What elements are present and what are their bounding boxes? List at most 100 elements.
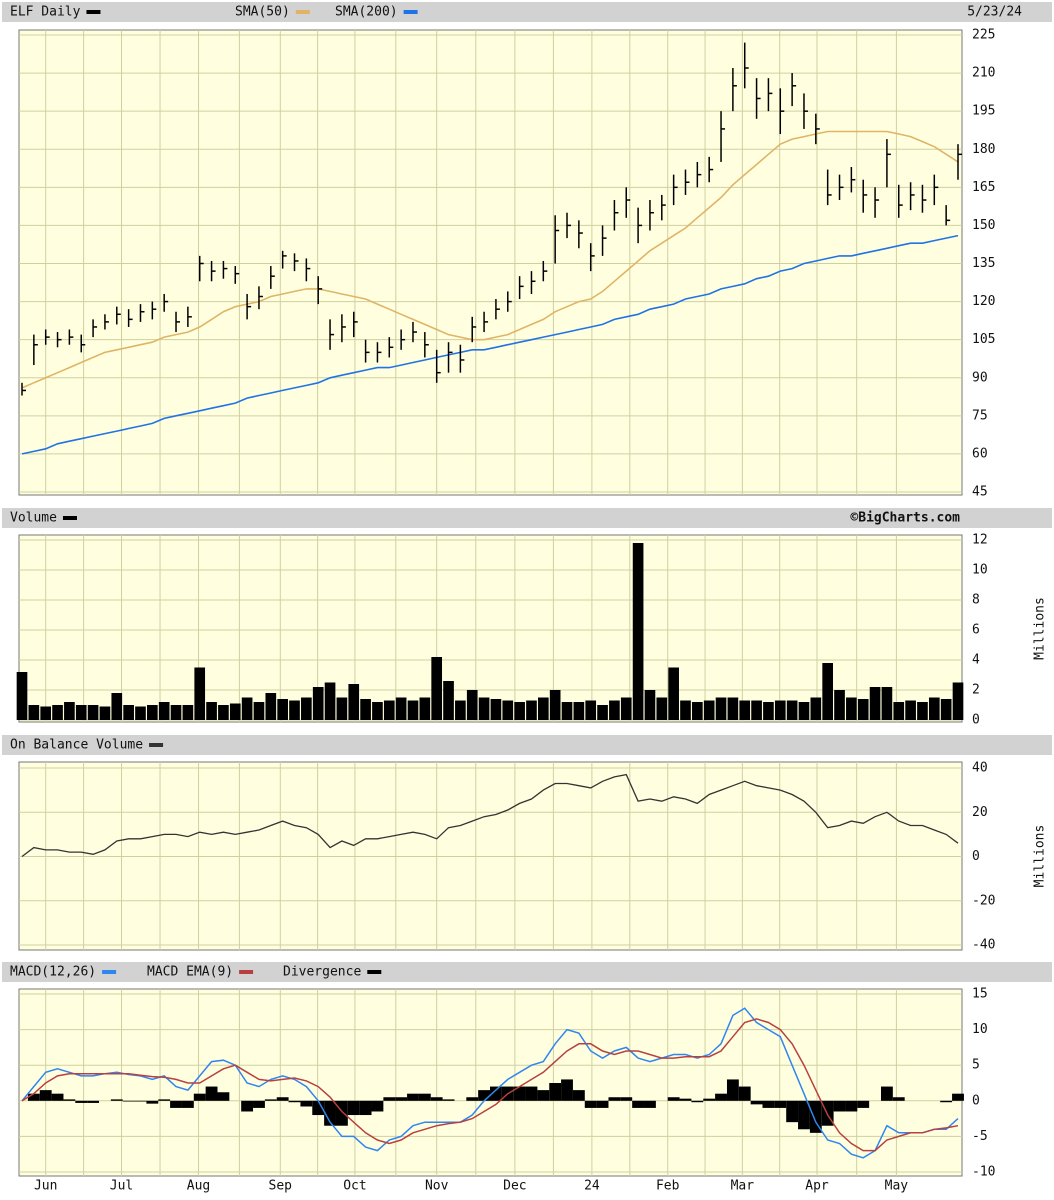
volume-bar — [928, 697, 940, 720]
divergence-bar — [561, 1079, 573, 1101]
y-axis-label: Millions — [1033, 597, 1048, 660]
divergence-bar — [253, 1100, 265, 1108]
legend-label: MACD(12,26) — [10, 965, 96, 980]
y-tick-label: 180 — [972, 142, 995, 157]
volume-bar — [218, 705, 229, 720]
volume-bar — [336, 697, 348, 720]
y-tick-label: 5 — [972, 1058, 980, 1073]
volume-bar — [763, 702, 774, 720]
legend-swatch — [149, 743, 164, 747]
y-tick-label: 20 — [972, 805, 988, 820]
volume-bar — [526, 700, 537, 720]
volume-bar — [490, 699, 502, 720]
divergence-bar — [762, 1100, 775, 1108]
divergence-bar — [300, 1100, 313, 1107]
divergence-bar — [122, 1100, 135, 1102]
divergence-bar — [110, 1099, 123, 1101]
divergence-bar — [667, 1097, 680, 1101]
volume-bar — [241, 697, 253, 720]
volume-bar — [881, 687, 893, 720]
divergence-bar — [217, 1092, 230, 1101]
x-tick-label: Apr — [805, 1179, 829, 1194]
divergence-bar — [466, 1097, 479, 1101]
divergence-bar — [383, 1097, 396, 1101]
divergence-bar — [584, 1100, 597, 1108]
volume-bar — [87, 705, 99, 720]
divergence-bar — [857, 1100, 870, 1108]
divergence-bar — [359, 1100, 372, 1116]
legend-swatch — [239, 970, 254, 974]
volume-bar — [466, 690, 478, 720]
volume-bar — [455, 700, 466, 720]
legend-label: ELF Daily — [10, 5, 81, 20]
volume-bar — [312, 687, 324, 720]
volume-bar — [289, 700, 300, 720]
volume-bar — [952, 682, 964, 720]
divergence-bar — [490, 1086, 502, 1101]
volume-bar — [585, 700, 597, 720]
divergence-bar — [632, 1100, 645, 1108]
volume-bar — [561, 702, 573, 720]
volume-bar — [715, 697, 727, 720]
divergence-bar — [442, 1099, 455, 1101]
divergence-bar — [347, 1100, 360, 1116]
divergence-bar — [703, 1098, 716, 1101]
volume-bar — [111, 693, 123, 720]
volume-bar — [135, 706, 146, 720]
y-tick-label: 60 — [972, 446, 988, 461]
volume-bar — [727, 697, 739, 720]
divergence-bar — [679, 1098, 692, 1101]
volume-bar — [537, 697, 549, 720]
volume-bar — [170, 705, 182, 720]
divergence-bar — [395, 1097, 408, 1101]
divergence-bar — [335, 1100, 348, 1126]
y-tick-label: 2 — [972, 683, 980, 698]
volume-bar — [277, 699, 288, 720]
volume-bar — [620, 697, 632, 720]
x-tick-label: Aug — [187, 1179, 210, 1194]
divergence-bar — [952, 1093, 964, 1101]
macd-line — [21, 1018, 959, 1152]
volume-bar — [158, 702, 170, 720]
volume-bar — [502, 700, 514, 720]
volume-bar — [597, 705, 608, 720]
volume-bar — [360, 699, 371, 720]
volume-bar — [146, 705, 158, 720]
panel-header — [2, 735, 1052, 755]
divergence-bar — [798, 1100, 810, 1130]
y-tick-label: 15 — [972, 987, 988, 1002]
divergence-bar — [371, 1100, 384, 1112]
volume-bar — [905, 700, 916, 720]
y-tick-label: 195 — [972, 104, 995, 119]
plot-area — [18, 534, 963, 723]
y-tick-label: 150 — [972, 218, 995, 233]
volume-bar — [348, 684, 360, 720]
legend-label: Divergence — [283, 965, 361, 980]
volume-bar — [16, 672, 28, 720]
volume-bar — [182, 705, 194, 720]
legend-label: MACD EMA(9) — [147, 965, 233, 980]
divergence-bar — [572, 1090, 585, 1101]
volume-bar — [383, 700, 395, 720]
volume-bar — [28, 705, 40, 720]
y-tick-label: -10 — [972, 1165, 995, 1180]
legend-swatch — [295, 10, 310, 14]
volume-bar — [229, 703, 241, 720]
y-tick-label: 135 — [972, 256, 995, 271]
volume-bar — [265, 693, 277, 720]
x-tick-label: Nov — [425, 1179, 449, 1194]
volume-bar — [478, 697, 490, 720]
volume-bar — [395, 697, 407, 720]
divergence-bar — [786, 1100, 799, 1123]
divergence-bar — [537, 1090, 550, 1101]
volume-bar — [431, 657, 443, 720]
sma-line — [21, 130, 959, 389]
divergence-bar — [241, 1100, 254, 1112]
divergence-bar — [288, 1100, 301, 1103]
x-tick-label: Jul — [110, 1179, 133, 1194]
y-tick-label: 0 — [972, 1093, 980, 1108]
volume-bar — [869, 687, 881, 720]
date-label: 5/23/24 — [967, 5, 1022, 20]
volume-bar — [253, 702, 265, 720]
legend-swatch — [367, 970, 382, 974]
